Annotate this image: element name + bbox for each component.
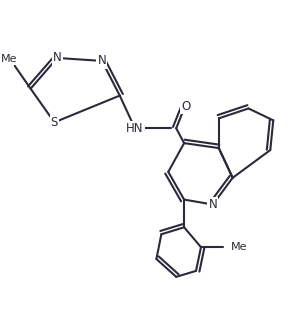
Text: HN: HN	[126, 122, 143, 135]
Text: S: S	[51, 116, 58, 129]
Text: N: N	[209, 198, 217, 211]
Text: N: N	[98, 54, 106, 67]
Text: Me: Me	[1, 54, 17, 64]
Text: N: N	[53, 51, 62, 64]
Text: O: O	[182, 100, 191, 113]
Text: Me: Me	[231, 242, 247, 252]
